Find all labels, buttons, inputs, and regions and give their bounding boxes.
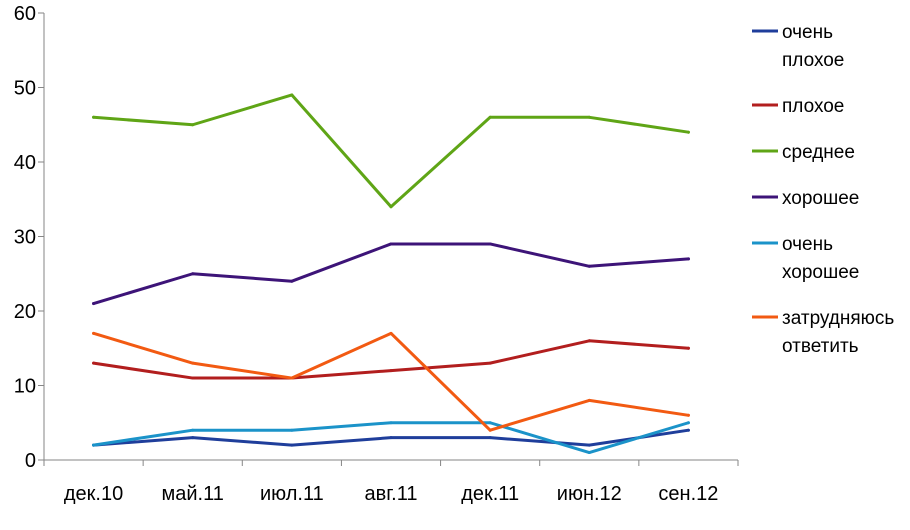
data-point (92, 115, 96, 119)
data-point (488, 436, 492, 440)
data-point (587, 115, 591, 119)
series-line (92, 93, 690, 209)
data-point (488, 421, 492, 425)
legend-label: очень (782, 22, 833, 43)
data-point (389, 436, 393, 440)
data-point (191, 272, 195, 276)
x-tick-label: дек.11 (461, 483, 519, 505)
x-tick-label: авг.11 (365, 483, 418, 505)
y-tick-label: 0 (25, 450, 36, 472)
x-tick-label: июн.12 (557, 483, 622, 505)
series-3 (92, 242, 690, 306)
legend-label: очень (782, 234, 833, 255)
data-point (92, 361, 96, 365)
data-point (686, 257, 690, 261)
y-tick-label: 40 (14, 152, 36, 174)
data-point (488, 428, 492, 432)
series-1 (92, 339, 690, 380)
y-tick-label: 60 (14, 3, 36, 25)
data-point (92, 331, 96, 335)
data-point (290, 279, 294, 283)
legend-item: затрудняюсь ответить (752, 308, 894, 357)
data-point (191, 123, 195, 127)
legend-item: плохое (752, 96, 844, 117)
legend-item: среднее (752, 142, 855, 163)
x-tick-label: дек.10 (64, 483, 123, 505)
y-tick-label: 50 (14, 78, 36, 100)
data-point (686, 413, 690, 417)
data-point (389, 421, 393, 425)
data-point (290, 93, 294, 97)
data-point (290, 443, 294, 447)
data-point (191, 376, 195, 380)
data-point (92, 302, 96, 306)
series-layer (92, 93, 690, 455)
data-point (290, 376, 294, 380)
data-point (191, 361, 195, 365)
legend-label: среднее (782, 142, 855, 163)
series-line (92, 331, 690, 432)
data-point (488, 115, 492, 119)
legend-label: плохое (782, 50, 844, 71)
data-point (488, 361, 492, 365)
series-5 (92, 331, 690, 432)
legend-item: хорошее (752, 188, 859, 209)
data-point (686, 428, 690, 432)
y-tick-label: 30 (14, 227, 36, 249)
data-point (587, 339, 591, 343)
legend: очень плохое плохое среднее хорошее очень хоро… (752, 22, 894, 357)
x-tick-label: сен.12 (658, 483, 718, 505)
data-point (587, 264, 591, 268)
data-point (686, 346, 690, 350)
legend-label: затрудняюсь (782, 308, 894, 329)
series-line (92, 242, 690, 306)
axes: 0 10 20 30 40 50 60 дек.10 май.11 июл.11 авг.11 дек… (14, 3, 739, 505)
data-point (587, 443, 591, 447)
data-point (686, 130, 690, 134)
legend-label: плохое (782, 96, 844, 117)
y-tick-label: 20 (14, 301, 36, 323)
x-tick-label: июл.11 (260, 483, 324, 505)
data-point (587, 451, 591, 455)
data-point (191, 436, 195, 440)
data-point (389, 205, 393, 209)
x-tick-label: май.11 (162, 483, 224, 505)
legend-label: хорошее (782, 262, 859, 283)
legend-item: очень плохое (752, 22, 844, 71)
legend-label: ответить (782, 336, 859, 357)
legend-item: очень хорошее (752, 234, 859, 283)
data-point (389, 369, 393, 373)
data-point (587, 398, 591, 402)
legend-label: хорошее (782, 188, 859, 209)
data-point (92, 443, 96, 447)
data-point (290, 428, 294, 432)
data-point (389, 331, 393, 335)
series-4 (92, 421, 690, 455)
series-2 (92, 93, 690, 209)
data-point (488, 242, 492, 246)
data-point (686, 421, 690, 425)
data-point (191, 428, 195, 432)
y-tick-label: 10 (14, 376, 36, 398)
data-point (389, 242, 393, 246)
